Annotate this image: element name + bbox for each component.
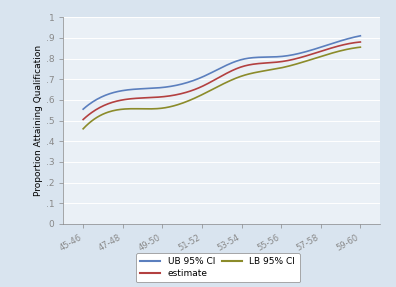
Legend: UB 95% CI, estimate, LB 95% CI: UB 95% CI, estimate, LB 95% CI [136, 253, 300, 282]
X-axis label: Year of Birth: Year of Birth [190, 257, 254, 267]
Y-axis label: Proportion Attaining Qualification: Proportion Attaining Qualification [34, 45, 43, 196]
